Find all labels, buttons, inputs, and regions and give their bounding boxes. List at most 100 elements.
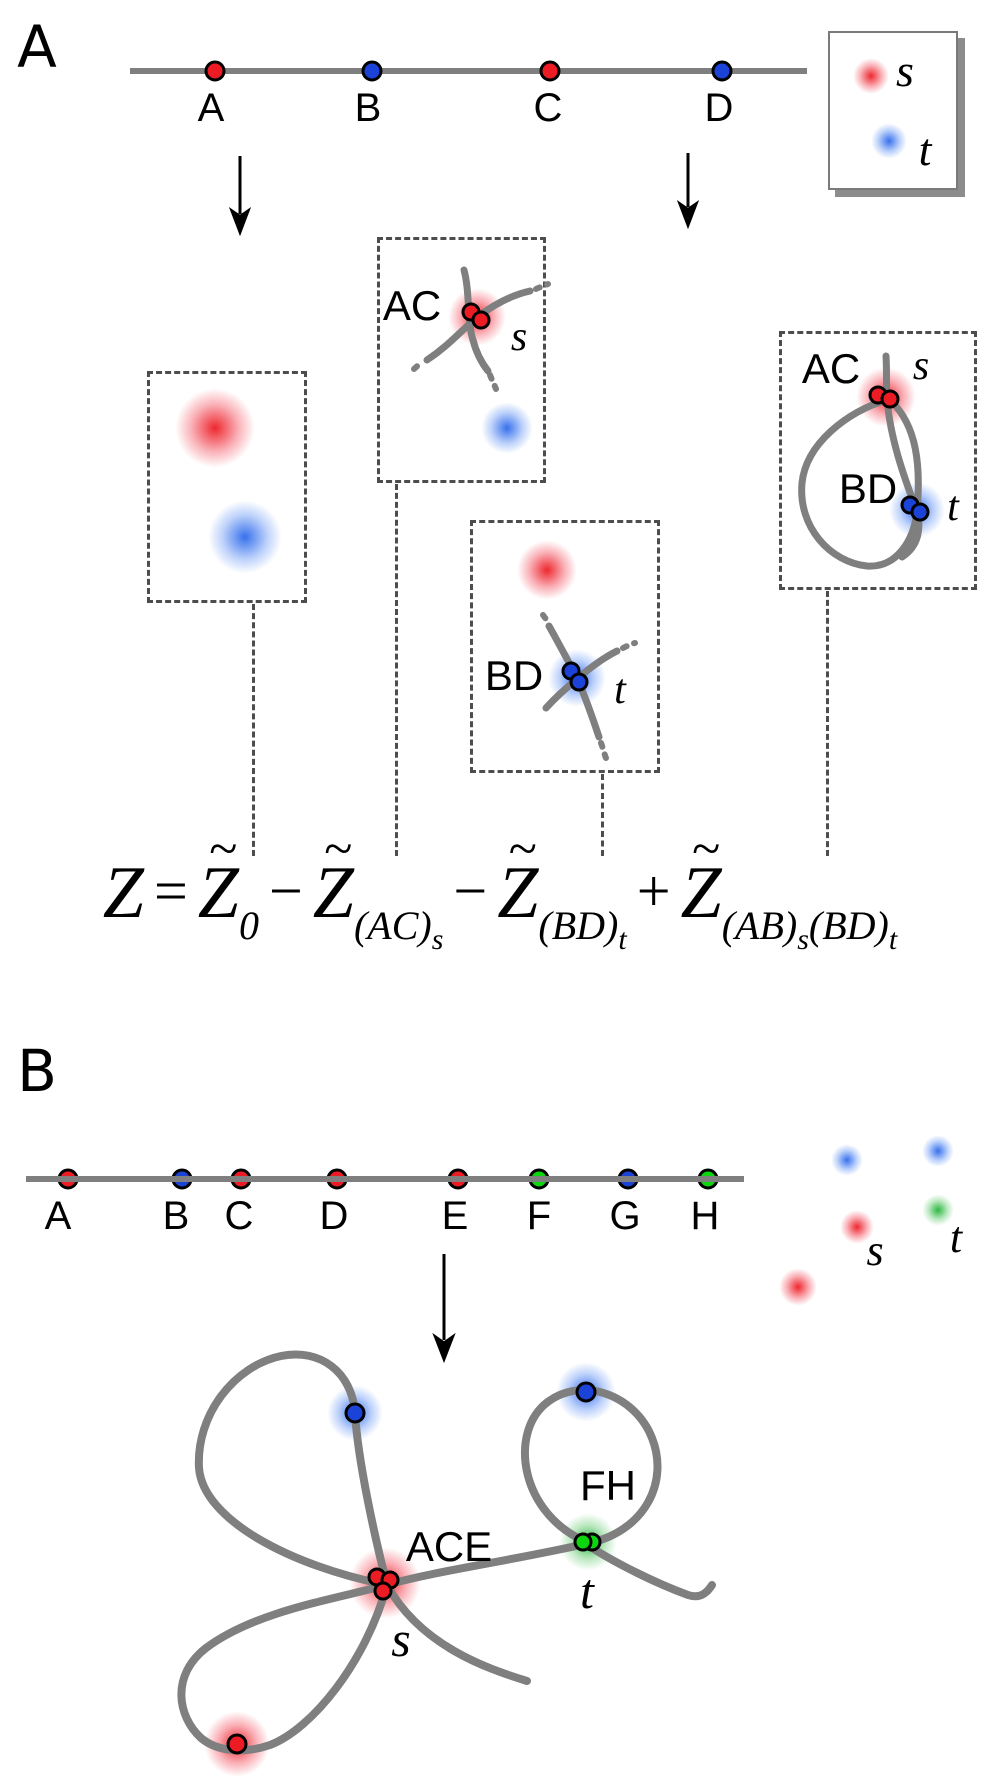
panel-a-backbone-line [130,68,807,74]
box-free-chain [147,371,307,603]
legend-b-green-glow [922,1194,954,1226]
bd-strand-diagonal-dotted-ne [620,640,638,651]
formula-z0-tilde: ~ [209,821,238,878]
acbd-loop [798,395,922,570]
formula-zabbd-subsub1: s [797,923,809,956]
formula-zac: ~ Z [313,824,354,931]
legend-a-s-label: s [896,45,914,96]
acbd-box-s-label: s [912,343,930,389]
bd-box-label: BD [484,652,544,699]
free-box-blue-glow [208,500,282,574]
rope-blue-dot-right [575,1381,597,1403]
ac-strand-diagonal-dotted-ne [533,281,551,292]
panel-a-letter: A [17,13,57,81]
connector-ac-box [395,484,398,856]
formula-zabbd-sub1: (AB) [721,903,798,948]
bd-point-dot-2 [569,672,589,692]
legend-b-s-label: s [866,1226,884,1275]
arrow-b-head [432,1332,456,1364]
ac-box-label: AC [382,282,442,329]
legend-a-t-glow [871,123,907,159]
arrow-a-right-head [676,200,700,230]
formula-z0: ~ Z [198,824,239,931]
ac-box-s-label: s [510,314,528,360]
formula-minus-1: − [268,858,303,924]
ac-strand-vertical-dotted-end [487,372,499,392]
bd-strand-vertical-dotted-se [598,740,609,761]
rope-red-dot-bottom [226,1733,248,1755]
ac-strand-diagonal-dotted-sw [411,359,426,372]
ac-point-dot-2 [471,310,491,330]
ace-cluster-label: ACE [405,1523,493,1570]
formula-zac-z: Z [312,852,354,934]
formula-zabbd-subsub2: t [888,923,898,956]
formula-zabbd-z: Z [680,852,722,934]
formula-z0-sub: 0 [238,903,259,948]
marker-label-b: B [354,86,382,130]
ace-cluster-dot-3 [373,1581,393,1601]
acbd-box-t-label: t [947,484,959,530]
formula-z0-z: Z [197,852,239,934]
acbd-crossing-strand [882,352,923,561]
ac-box-blue-glow [481,402,533,454]
marker-label-b-d: D [319,1194,349,1238]
formula-zbd-sub: (BD) [538,903,619,948]
marker-label-a: A [197,86,225,130]
fh-cluster-label: FH [580,1462,636,1509]
formula-zac-subsub: s [431,923,444,956]
acbd-red-dot-2 [880,389,900,409]
connector-acbd-box [826,591,829,856]
legend-panel-a [828,31,958,190]
marker-label-b-h: H [690,1194,720,1238]
marker-label-c: C [533,86,563,130]
box-bd-loop [470,520,660,773]
formula-zbd-z: Z [497,852,539,934]
box-ac-loop [377,237,546,483]
marker-dot-b [361,60,383,82]
formula-equals: = [153,858,188,924]
marker-label-b-c: C [224,1194,254,1238]
marker-label-b-e: E [441,1194,469,1238]
formula-zac-tilde: ~ [324,821,353,878]
acbd-blue-dot-2 [910,502,930,522]
formula-lhs: Z [102,852,144,934]
formula-plus: + [636,858,671,924]
fh-cluster-dot-1 [573,1532,593,1552]
ace-s-label: s [391,1611,411,1667]
formula-zbd-subsub: t [618,923,627,956]
legend-b-blue-glow-1 [831,1144,863,1176]
formula-zbd-tilde: ~ [508,821,537,878]
marker-dot-c [539,60,561,82]
box-acbd-loop [779,331,977,590]
connector-free-box [252,604,255,856]
formula-zabbd-sub2: (BD) [808,903,889,948]
fh-t-label: t [580,1563,594,1619]
marker-label-d: D [704,86,734,130]
marker-dot-a [204,60,226,82]
marker-dot-d [711,60,733,82]
rope-curve [177,1350,716,1755]
acbd-box-bd-label: BD [838,465,898,512]
legend-a-s-glow [853,58,889,94]
marker-label-b-f: F [526,1194,552,1238]
free-box-red-glow [175,388,255,468]
arrow-a-left-head [228,207,252,237]
panel-b-backbone-line [26,1176,744,1182]
bd-strand-vertical-dotted-nw [540,612,551,625]
rope-blue-dot-left [344,1402,366,1424]
bd-box-red-glow [517,540,577,600]
formula-zabbd-tilde: ~ [692,821,721,878]
marker-label-b-g: G [609,1194,641,1238]
legend-b-red-glow-2 [779,1268,817,1306]
formula-minus-2: − [453,858,488,924]
legend-b-red-glow-1 [840,1210,874,1244]
formula-zbd: ~ Z [497,824,538,931]
legend-a-t-label: t [918,124,932,175]
partition-function-formula: Z = ~ Z0− ~ Z(AC)s− ~ Z(BD)t+ ~ Z(AB)s(BD)t [0,824,1000,955]
ac-strand-vertical [460,266,492,375]
acbd-box-ac-label: AC [801,345,861,392]
legend-b-blue-glow-2 [922,1135,954,1167]
formula-zabbd: ~ Z [681,824,722,931]
